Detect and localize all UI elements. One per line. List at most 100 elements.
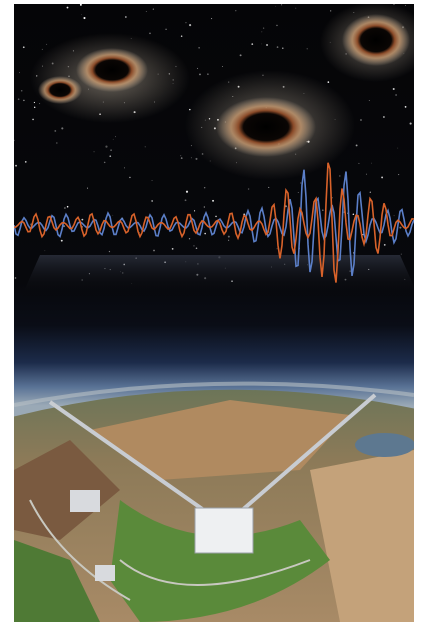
star [321, 209, 324, 212]
star [66, 205, 69, 208]
field [310, 450, 414, 622]
star [329, 10, 332, 12]
star [282, 47, 284, 49]
star [295, 7, 297, 9]
star [44, 250, 46, 252]
star [24, 160, 27, 163]
star [171, 247, 174, 250]
star [17, 98, 20, 101]
star [23, 99, 25, 102]
star [207, 73, 209, 75]
star [87, 187, 89, 189]
star [211, 18, 213, 20]
field [14, 440, 120, 540]
star [112, 138, 114, 140]
detector-arm [223, 393, 377, 527]
star [39, 103, 41, 105]
star [18, 72, 20, 74]
star [153, 249, 155, 252]
star [110, 149, 112, 151]
star [203, 206, 205, 208]
star [190, 157, 192, 159]
star [251, 43, 254, 45]
star [266, 43, 269, 47]
star [34, 106, 36, 108]
star [185, 190, 189, 193]
star [404, 105, 407, 108]
star [180, 155, 182, 157]
star [405, 5, 406, 6]
building [95, 565, 115, 581]
star [66, 6, 69, 9]
star [239, 54, 242, 57]
star [393, 215, 395, 217]
star [383, 244, 386, 246]
star [112, 214, 114, 216]
star [115, 136, 116, 138]
star [22, 46, 25, 49]
star [33, 101, 35, 104]
star [400, 253, 402, 255]
star [56, 142, 58, 144]
star [369, 191, 371, 193]
field [14, 540, 100, 622]
star [227, 235, 230, 238]
star [198, 47, 200, 49]
star [275, 5, 277, 7]
black-hole [76, 48, 148, 92]
field [90, 400, 350, 480]
star [165, 28, 167, 31]
star [332, 197, 333, 199]
star [14, 139, 15, 142]
star [81, 14, 82, 15]
star [144, 146, 146, 148]
star [352, 213, 355, 216]
star [195, 157, 198, 160]
star [339, 175, 341, 177]
star [358, 162, 360, 164]
star [204, 232, 206, 235]
star [184, 199, 187, 202]
star [145, 11, 147, 13]
star [193, 210, 196, 212]
star [355, 144, 358, 147]
building [70, 490, 100, 512]
star [108, 250, 111, 253]
star [276, 24, 278, 27]
star [395, 94, 397, 96]
star [222, 66, 223, 67]
star [382, 116, 385, 118]
star [109, 155, 112, 158]
star [261, 43, 263, 45]
star [81, 218, 84, 221]
star [399, 226, 402, 229]
star [15, 164, 17, 167]
star [297, 192, 299, 194]
star [185, 22, 187, 24]
star [20, 89, 23, 92]
star [197, 67, 199, 69]
star [46, 43, 48, 45]
detector-arm [48, 400, 227, 527]
star [180, 35, 183, 37]
star [180, 157, 183, 159]
star [228, 239, 230, 241]
star [203, 186, 206, 189]
star [360, 119, 362, 121]
grass [110, 500, 330, 622]
star [409, 122, 412, 125]
star [151, 180, 153, 181]
star [235, 10, 237, 12]
star [392, 87, 395, 91]
star [105, 145, 108, 148]
star [247, 188, 250, 190]
star [397, 147, 399, 149]
star [129, 176, 131, 179]
star [124, 16, 127, 18]
star [398, 174, 400, 176]
star [368, 99, 370, 101]
central-building [194, 507, 254, 554]
star [300, 182, 302, 184]
